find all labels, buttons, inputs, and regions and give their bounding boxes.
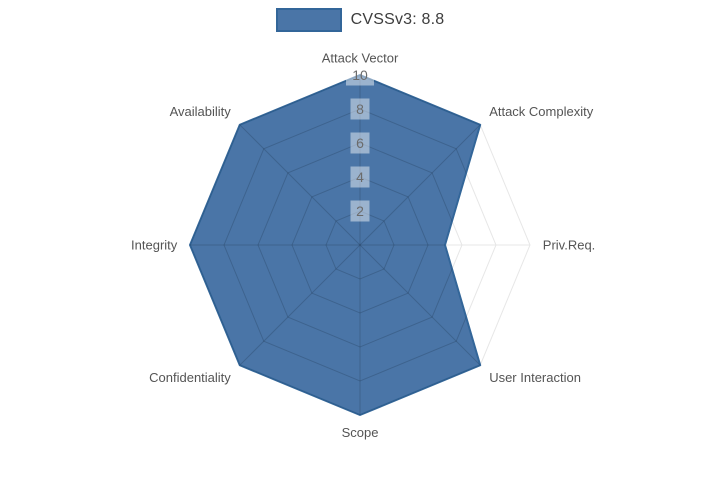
- axis-label-attack-vector: Attack Vector: [322, 50, 399, 65]
- grid-spoke-inner: [239, 244, 361, 366]
- radial-tick-label: 10: [352, 67, 368, 83]
- axis-label-user-interaction: User Interaction: [489, 370, 581, 385]
- axis-label-confidentiality: Confidentiality: [149, 370, 231, 385]
- radial-tick-label: 6: [356, 135, 364, 151]
- radial-tick-label: 8: [356, 101, 364, 117]
- axis-label-attack-complexity: Attack Complexity: [489, 104, 594, 119]
- tick-label-box: [350, 132, 370, 154]
- axis-label-availability: Availability: [170, 104, 232, 119]
- axis-label-priv-req: Priv.Req.: [543, 238, 596, 253]
- radial-tick-label: 4: [356, 169, 364, 185]
- legend-swatch-icon: [275, 8, 342, 32]
- tick-label-box: [350, 98, 370, 120]
- tick-label-box: [350, 200, 370, 222]
- data-polygon[interactable]: [189, 74, 482, 416]
- grid-spoke-inner: [359, 244, 481, 366]
- radial-tick-label: 2: [356, 203, 364, 219]
- grid-ring-inner: [325, 210, 395, 280]
- legend-label: CVSSv3: 8.8: [350, 11, 445, 28]
- tick-label-box: [346, 64, 374, 86]
- axis-label-integrity: Integrity: [131, 238, 178, 253]
- grid-spoke-inner: [359, 124, 481, 246]
- axis-label-scope: Scope: [342, 425, 379, 440]
- chart-legend[interactable]: CVSSv3: 8.8: [0, 8, 720, 32]
- grid-spoke-inner: [239, 124, 361, 246]
- grid-ring-inner: [257, 142, 463, 348]
- grid-ring-inner: [291, 176, 429, 314]
- tick-label-box: [350, 166, 370, 188]
